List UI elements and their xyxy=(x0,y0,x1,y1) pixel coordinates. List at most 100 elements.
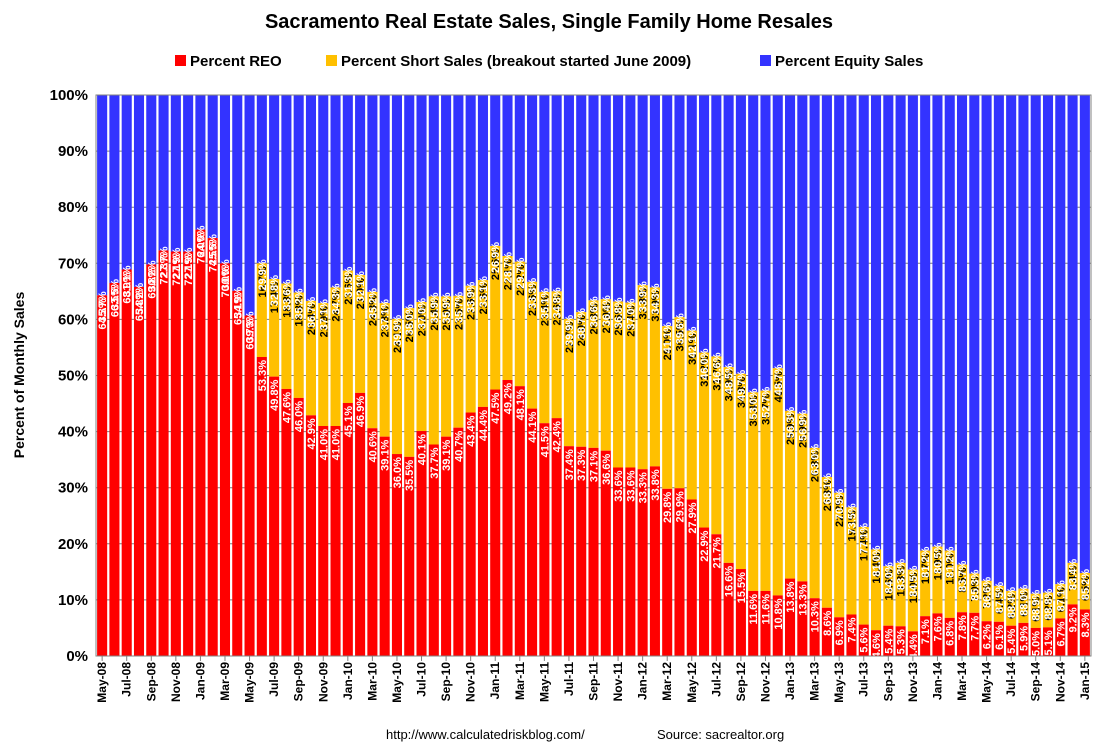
x-tick-label: Sep-14 xyxy=(1029,662,1043,702)
bar-equity xyxy=(1042,95,1054,593)
bar-reo xyxy=(244,315,255,656)
data-label-reo: 42.4% xyxy=(552,421,564,452)
data-label-equity: 38.7% xyxy=(576,308,588,339)
data-label-short: 24.1% xyxy=(392,322,404,353)
data-label-short: 17.4% xyxy=(859,530,871,561)
x-tick-label: Jan-11 xyxy=(488,662,502,700)
y-axis-label: Percent of Monthly Sales xyxy=(11,292,27,459)
data-label-reo: 13.3% xyxy=(797,584,809,615)
bar-reo xyxy=(1018,622,1029,656)
data-label-reo: 5.4% xyxy=(883,628,895,653)
bar-equity xyxy=(490,95,501,246)
bar-equity xyxy=(281,95,292,284)
data-label-reo: 4.6% xyxy=(871,633,883,658)
x-tick-label: Sep-08 xyxy=(144,662,158,702)
bar-short xyxy=(1018,588,1029,623)
bar-short xyxy=(416,302,427,432)
data-label-short: 7.4% xyxy=(1068,566,1080,591)
data-label-short: 29.9% xyxy=(785,414,797,445)
bar-equity xyxy=(269,95,280,280)
data-label-equity: 48.7% xyxy=(773,364,785,395)
bar-equity xyxy=(232,95,243,291)
data-label-equity: 86.6% xyxy=(982,577,994,608)
data-label-reo: 65.8% xyxy=(134,290,146,321)
data-label-reo: 46.9% xyxy=(355,396,367,427)
bar-reo xyxy=(502,379,513,656)
data-label-equity: 87.5% xyxy=(994,582,1006,613)
data-label-short: 22.6% xyxy=(466,289,478,320)
data-label-reo: 40.6% xyxy=(367,431,379,462)
data-label-equity: 53.0% xyxy=(748,388,760,419)
bar-short xyxy=(711,356,722,535)
data-label-reo: 46.0% xyxy=(294,401,306,432)
bar-equity xyxy=(785,95,796,411)
data-label-equity: 35.7% xyxy=(453,292,465,323)
bar-reo xyxy=(207,238,218,656)
footer-url: http://www.calculatedriskblog.com/ xyxy=(386,727,585,742)
data-label-equity: 73.5% xyxy=(846,503,858,534)
data-label-reo: 65.1% xyxy=(232,294,244,325)
data-label-equity: 34.3% xyxy=(650,283,662,314)
data-label-reo: 72.1% xyxy=(183,254,195,285)
data-label-short: 10.6% xyxy=(883,569,895,600)
data-label-equity: 34.8% xyxy=(552,287,564,318)
data-label-reo: 44.1% xyxy=(527,411,539,442)
bar-equity xyxy=(1006,95,1017,591)
data-label-equity: 84.5% xyxy=(908,565,920,596)
data-label-reo: 40.1% xyxy=(417,434,429,465)
data-label-short: 11.0% xyxy=(908,572,920,603)
data-label-short: 26.3% xyxy=(589,303,601,334)
bar-reo xyxy=(416,431,427,656)
bar-reo xyxy=(318,425,329,656)
data-label-reo: 44.4% xyxy=(478,410,490,441)
bar-equity xyxy=(256,95,267,264)
bar-reo xyxy=(613,467,624,656)
x-tick-label: Jul-11 xyxy=(562,662,576,696)
data-label-reo: 29.8% xyxy=(662,492,674,523)
bar-short xyxy=(723,367,734,563)
y-tick-label: 80% xyxy=(58,199,88,216)
data-label-short: 16.7% xyxy=(257,266,269,297)
data-label-short: 6.5% xyxy=(1080,576,1092,601)
y-tick-label: 100% xyxy=(50,87,88,104)
bar-short xyxy=(379,303,390,437)
data-label-reo: 36.0% xyxy=(392,457,404,488)
x-tick-label: Mar-13 xyxy=(808,662,822,701)
data-label-short: 21.9% xyxy=(318,306,330,337)
data-label-equity: 35.1% xyxy=(539,288,551,319)
bar-equity xyxy=(416,95,427,303)
data-label-short: 12.0% xyxy=(945,553,957,584)
bar-equity xyxy=(133,95,145,287)
x-tick-label: Jul-12 xyxy=(709,662,723,697)
bar-equity xyxy=(748,95,759,393)
data-label-equity: 34.9% xyxy=(232,287,244,318)
bar-short xyxy=(649,287,660,467)
bar-equity xyxy=(649,95,660,288)
data-label-equity: 31.3% xyxy=(343,266,355,297)
bar-short xyxy=(588,300,599,448)
bars xyxy=(97,95,1090,657)
data-label-reo: 8.3% xyxy=(1080,612,1092,637)
data-label-short: 11.7% xyxy=(920,553,932,584)
data-label-reo: 37.3% xyxy=(576,450,588,481)
data-label-reo: 6.8% xyxy=(945,621,957,646)
data-label-reo: 7.4% xyxy=(846,617,858,642)
data-label-reo: 53.3% xyxy=(257,360,269,391)
bar-reo xyxy=(1079,609,1090,656)
bar-short xyxy=(539,291,550,424)
data-label-reo: 42.9% xyxy=(306,418,318,449)
data-label-reo: 74.5% xyxy=(208,241,220,272)
data-label-equity: 35.9% xyxy=(429,292,441,323)
bar-reo xyxy=(342,402,353,656)
bar-equity xyxy=(379,95,390,304)
bar-short xyxy=(883,566,894,626)
bar-reo xyxy=(428,444,439,656)
bar-reo xyxy=(551,418,562,656)
bar-short xyxy=(797,413,808,582)
bar-short xyxy=(760,390,771,591)
bar-short xyxy=(1042,592,1054,628)
data-label-short: 32.8% xyxy=(638,288,650,319)
bar-equity xyxy=(1067,95,1078,563)
bar-reo xyxy=(404,456,415,656)
bar-reo xyxy=(465,412,476,656)
